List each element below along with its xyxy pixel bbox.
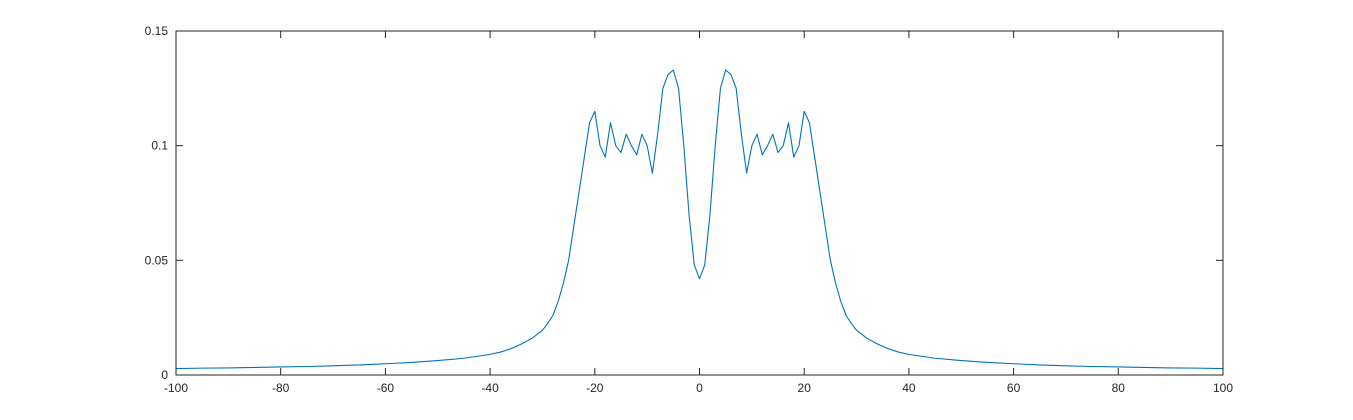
y-tick-label: 0.15: [145, 24, 169, 38]
x-tick-label: 40: [902, 381, 916, 395]
x-tick-label: -60: [377, 381, 395, 395]
y-axis-ticks: 0 0.05 0.1 0.15: [145, 24, 1223, 382]
y-tick-label: 0: [161, 368, 168, 382]
x-tick-label: 80: [1112, 381, 1126, 395]
x-tick-label: 100: [1213, 381, 1233, 395]
x-tick-label: 20: [798, 381, 812, 395]
x-tick-label: -100: [164, 381, 188, 395]
y-tick-label: 0.05: [145, 253, 169, 267]
x-axis-ticks: -100 -80 -60 -40 -20 0 20 40 60 80 100: [164, 31, 1233, 395]
x-tick-label: -20: [586, 381, 604, 395]
x-tick-label: 0: [696, 381, 703, 395]
plot-background: [176, 31, 1223, 375]
x-tick-label: -80: [272, 381, 290, 395]
plot-area: [176, 31, 1223, 375]
series-line-0: [175, 69, 1224, 370]
series-group: [175, 69, 1224, 370]
y-tick-label: 0.1: [151, 139, 168, 153]
x-tick-label: -40: [481, 381, 499, 395]
x-tick-label: 60: [1007, 381, 1021, 395]
